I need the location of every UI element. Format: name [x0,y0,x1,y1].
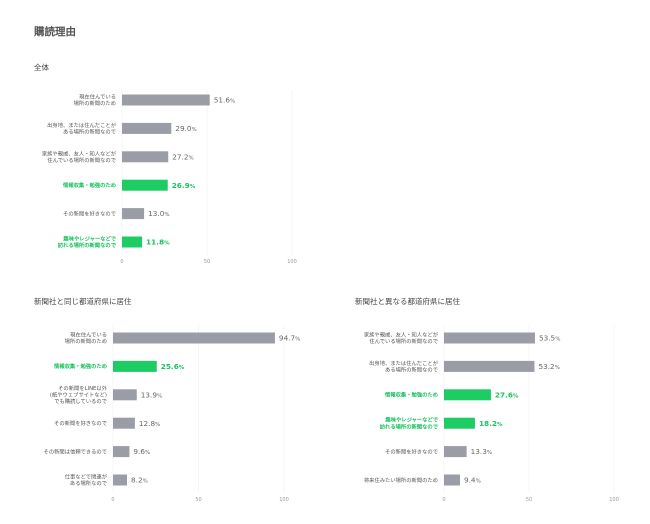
bar [122,122,172,134]
bar [444,332,535,344]
x-tick-label: 100 [609,497,619,503]
category-label: 仕事などで関連がある場所なので [65,473,108,488]
category-label: 現在住んでいる場所の新聞のため [65,331,107,346]
category-label: 出身地、または住んだことがある場所の新聞なので [47,121,117,136]
bar [122,236,143,248]
x-tick-label: 0 [120,259,123,265]
data-label: 27.2% [172,152,193,161]
data-label: 9.4% [464,476,481,485]
category-label: 情報収集・勉強のため [63,181,116,189]
category-label: 将来住みたい場所の新聞のため [364,476,438,484]
category-label: その新聞は信頼できるので [44,447,107,455]
bar [444,474,460,486]
data-label: 53.5% [539,334,560,343]
category-label: 趣味やレジャーなどで訪れる場所の新聞なので [380,416,439,431]
x-tick-label: 0 [111,497,114,503]
bar [122,179,168,191]
bar [113,332,275,344]
chart-title-other-prefecture: 新聞社と異なる都道府県に居住 [355,297,460,306]
bar [113,474,128,486]
category-label: 出身地、または住んだことがある場所の新聞なので [369,359,439,374]
data-label: 12.8% [139,419,160,428]
x-tick-label: 50 [526,497,532,503]
category-label: 情報収集・勉強のため [385,391,438,399]
bar [444,389,491,401]
data-label: 18.2% [479,419,503,428]
data-label: 51.6% [214,96,235,105]
category-label: 趣味やレジャーなどで訪れる場所の新聞なので [58,235,117,250]
data-label: 53.2% [538,362,559,371]
bar [113,389,137,401]
category-label: 家族や親戚、友人・知人などが住んでいる場所の新聞なので [42,149,117,164]
data-label: 9.6% [133,447,150,456]
data-label: 11.8% [146,238,170,247]
bar [122,208,145,220]
category-label: その新聞を好きなので [385,447,438,455]
bar [113,417,135,429]
x-tick-label: 0 [442,497,445,503]
x-tick-label: 100 [279,497,289,503]
page-title: 購読理由 [34,26,76,38]
bar [113,360,157,372]
category-label: その新聞を好きなので [54,419,107,427]
data-label: 27.6% [495,390,519,399]
chart-title-overall: 全体 [34,63,49,72]
data-label: 94.7% [279,334,300,343]
category-label: 家族や親戚、友人・知人などが住んでいる場所の新聞なので [364,331,439,346]
bar [113,446,130,458]
bar [444,360,535,372]
category-label: その新聞をLINE以外(紙やウェブサイトなど)でも購読しているので [50,384,108,405]
x-tick-label: 100 [287,259,297,265]
bar [444,446,467,458]
category-label: 現在住んでいる場所の新聞のため [74,93,116,108]
data-label: 13.3% [471,447,492,456]
x-tick-label: 50 [195,497,201,503]
bar [122,94,210,106]
category-label: 情報収集・勉強のため [54,362,107,370]
data-label: 8.2% [131,476,148,485]
data-label: 13.0% [148,209,169,218]
category-label: その新聞を好きなので [63,209,116,217]
bar [444,417,475,429]
x-tick-label: 50 [204,259,210,265]
data-label: 25.6% [161,362,185,371]
data-label: 26.9% [172,181,196,190]
chart-title-same-prefecture: 新聞社と同じ都道府県に居住 [34,297,132,306]
data-label: 29.0% [175,124,196,133]
bar [122,151,169,163]
data-label: 13.9% [141,390,162,399]
